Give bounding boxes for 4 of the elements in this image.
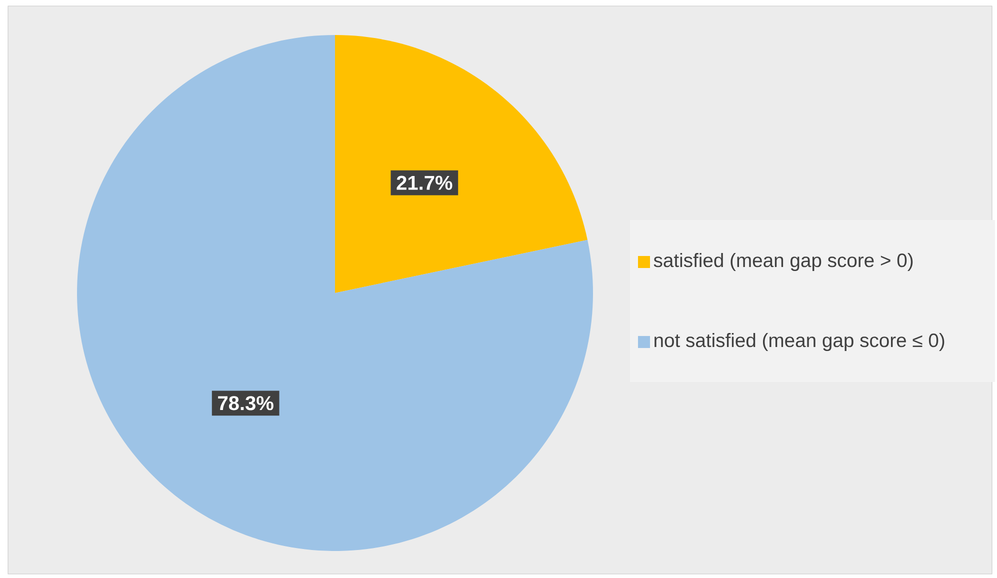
data-label: 78.3% [218,396,274,410]
legend-label: not satisfied (mean gap score ≤ 0) [654,332,944,351]
legend-label: satisfied (mean gap score > 0) [654,252,913,271]
data-label: 21.7% [396,176,452,190]
